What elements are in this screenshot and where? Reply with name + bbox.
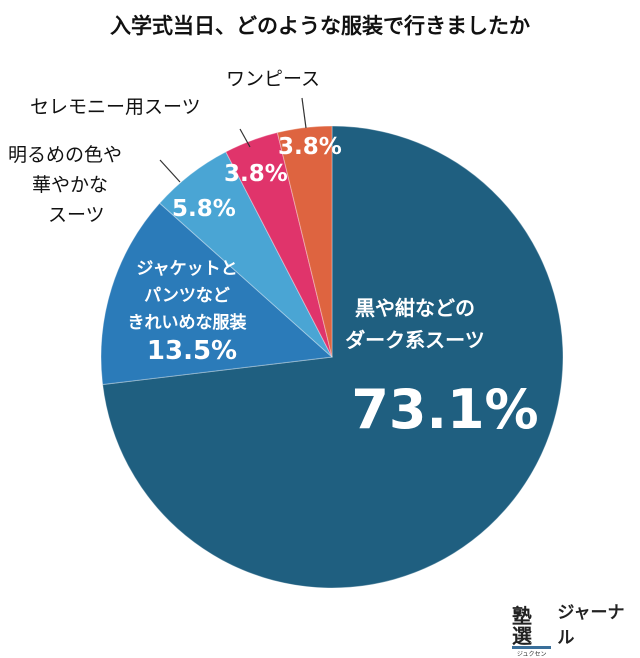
leader-line-ceremony — [239, 128, 251, 148]
label-line: スーツ — [48, 204, 105, 226]
pie-slice-1 — [100, 202, 334, 386]
leader-line-onepiece — [301, 97, 307, 129]
value-onepiece: 3.8% — [278, 134, 342, 160]
logo-suffix: ジャーナル — [557, 603, 625, 648]
label-jacket: ジャケットと パンツなど きれいめな服装 — [112, 256, 262, 337]
label-line: 明るめの色や — [8, 144, 123, 166]
label-line: 黒や紺などの — [355, 296, 475, 320]
label-bright-suits: 明るめの色や 華やかな スーツ — [8, 140, 168, 230]
leader-line-bright-suits — [159, 159, 181, 183]
chart-title: 入学式当日、どのような服装で行きましたか — [110, 14, 530, 38]
label-dark-suit: 黒や紺などの ダーク系スーツ — [340, 292, 490, 356]
value-bright-suits: 5.8% — [172, 196, 236, 222]
label-line: パンツなど — [144, 286, 230, 306]
label-onepiece: ワンピース — [226, 68, 321, 90]
logo: 塾選 ジュクセン ジャーナル — [512, 598, 640, 658]
label-line: きれいめな服装 — [127, 313, 247, 333]
value-jacket: 13.5% — [146, 336, 238, 366]
label-line: ジャケットと — [136, 259, 238, 279]
logo-mark: 塾選 — [512, 606, 552, 649]
label-ceremony: セレモニー用スーツ — [30, 96, 201, 118]
pie-slice-0 — [102, 125, 564, 589]
logo-ruby: ジュクセン — [516, 651, 547, 658]
value-ceremony: 3.8% — [224, 161, 288, 187]
value-dark-suit: 73.1% — [351, 378, 539, 441]
pie-slice-3 — [225, 131, 333, 358]
label-line: 華やかな — [32, 174, 109, 196]
label-line: ダーク系スーツ — [345, 328, 485, 352]
pie-slice-2 — [158, 151, 333, 358]
pie-slice-4 — [276, 125, 333, 358]
pie-chart — [100, 97, 564, 589]
